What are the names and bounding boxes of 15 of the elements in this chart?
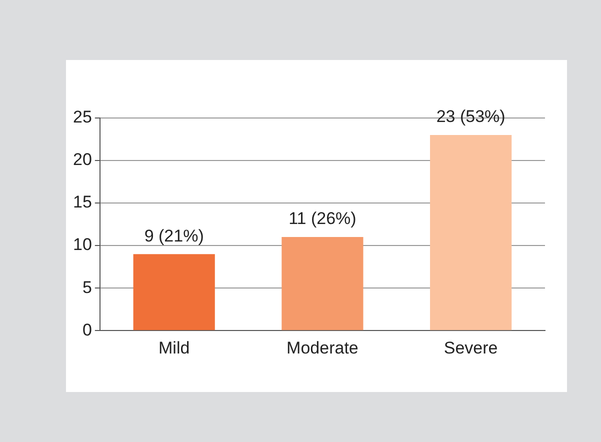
data-label: 11 (26%): [288, 209, 356, 228]
data-label: 23 (53%): [436, 107, 506, 126]
y-tick-label: 20: [72, 150, 92, 170]
y-tick-label: 15: [72, 192, 92, 212]
bar: [430, 135, 512, 330]
x-tick-label: Moderate: [286, 338, 358, 358]
y-tick-label: 25: [72, 108, 92, 127]
data-label: 9 (21%): [144, 226, 204, 246]
bar: [282, 237, 364, 330]
bar: [133, 254, 215, 330]
x-tick-label: Severe: [444, 338, 498, 358]
y-tick-label: 10: [72, 235, 92, 254]
y-tick-label: 5: [82, 278, 92, 297]
x-tick-label: Mild: [158, 338, 190, 358]
y-tick-label: 0: [82, 320, 92, 340]
